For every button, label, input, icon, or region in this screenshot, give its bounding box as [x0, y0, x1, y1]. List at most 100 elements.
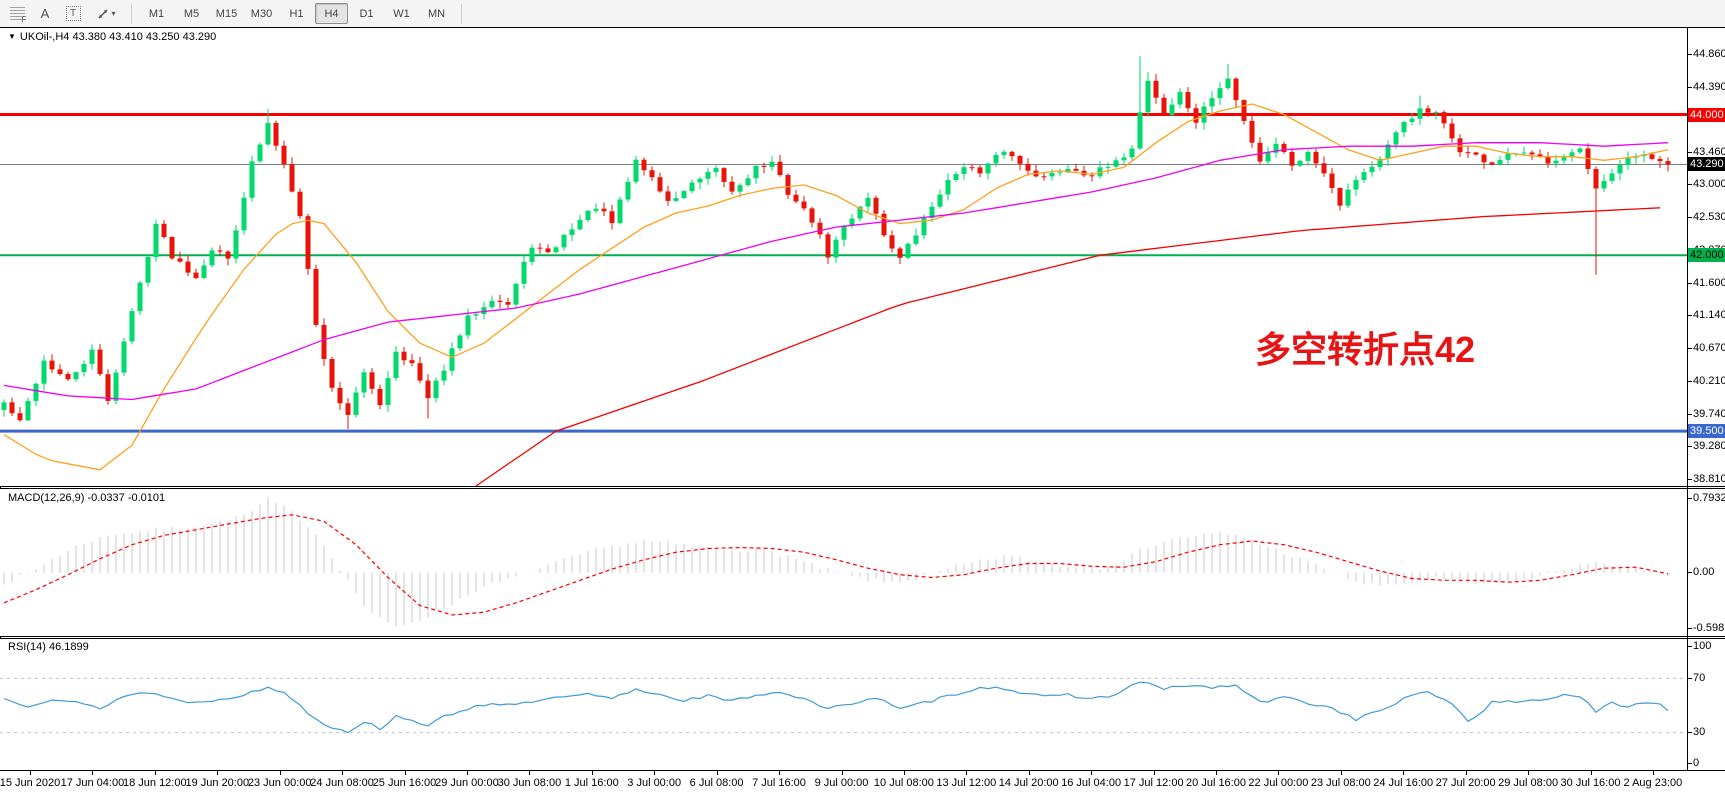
chart-annotation-text[interactable]: 多空转折点42: [1255, 329, 1476, 370]
price-axis-border: [1687, 27, 1688, 770]
timeframe-button-w1[interactable]: W1: [393, 7, 410, 20]
price-tick-label: 44.390: [1693, 80, 1725, 93]
time-tick-label: 22 Jul 00:00: [1248, 777, 1309, 789]
axis-tick: [1687, 572, 1692, 574]
time-tick-label: 29 Jun 00:00: [435, 777, 499, 789]
time-tick-label: 16 Jul 04:00: [1061, 777, 1122, 789]
rsi-tick-label: 100: [1693, 639, 1712, 652]
time-tick-label: 27 Jul 20:00: [1435, 777, 1496, 789]
rsi-tick-label: 0: [1693, 756, 1700, 769]
symbol-dropdown-icon[interactable]: ▼: [8, 32, 16, 41]
axis-tick: [1687, 498, 1692, 500]
time-tick: [466, 771, 468, 775]
time-tick: [1652, 771, 1654, 775]
price-tick-label: 41.140: [1693, 309, 1725, 322]
drawing-toolbar: F A T ▾ M1 M5 M15 M30 H1 H4 D1 W1 MN: [0, 0, 1725, 27]
time-tick: [92, 771, 94, 775]
timeframe-button-h4[interactable]: H4: [315, 3, 348, 24]
axis-tick: [1687, 217, 1692, 219]
time-tick: [30, 771, 31, 775]
time-tick: [154, 771, 156, 775]
time-tick-label: 18 Jun 12:00: [122, 777, 187, 789]
price-tick-label: 39.280: [1693, 440, 1725, 453]
axis-tick: [1687, 628, 1692, 630]
macd-tick-label: 0.7932: [1693, 492, 1725, 505]
toolbar-separator: [131, 3, 132, 24]
time-tick-label: 17 Jun 04:00: [60, 777, 125, 789]
axis-tick: [1687, 315, 1692, 317]
axis-tick: [1687, 479, 1692, 481]
price-tick-label: 38.810: [1693, 473, 1725, 486]
time-tick-label: 9 Jul 00:00: [814, 777, 869, 789]
pane-border[interactable]: [0, 486, 1725, 487]
time-tick-label: 14 Jul 20:00: [998, 777, 1059, 789]
text-label-icon: T: [65, 6, 81, 21]
letter-a-icon: A: [40, 6, 50, 21]
main-chart-pane[interactable]: [0, 28, 1687, 486]
grid-icon: F: [9, 7, 27, 24]
axis-tick: [1687, 380, 1692, 382]
time-tick-label: 7 Jul 16:00: [752, 777, 806, 789]
macd-label: MACD(12,26,9) -0.0337 -0.0101: [8, 492, 166, 504]
time-tick: [779, 771, 780, 775]
axis-tick: [1687, 282, 1692, 284]
axis-tick: [1687, 645, 1692, 647]
rsi-label: RSI(14) 46.1899: [8, 641, 89, 653]
timeframe-group: M1 M5 M15 M30 H1 H4 D1 W1 MN: [139, 3, 454, 24]
time-tick: [716, 771, 718, 775]
time-tick: [841, 771, 843, 775]
time-tick: [1590, 771, 1592, 775]
timeframe-button-h1[interactable]: H1: [289, 7, 304, 20]
price-tick-label: 40.670: [1693, 342, 1725, 355]
time-tick: [279, 771, 281, 775]
time-tick: [1216, 771, 1217, 775]
macd-pane[interactable]: [0, 489, 1687, 636]
macd-tick-label: 0.00: [1693, 566, 1715, 579]
rsi-tick-label: 70: [1693, 671, 1706, 684]
axis-tick: [1687, 348, 1692, 350]
axis-tick: [1687, 53, 1692, 55]
price-badge-42.000: 42.000: [1688, 248, 1725, 263]
price-tick-label: 44.860: [1693, 47, 1725, 60]
price-tick-label: 43.460: [1693, 146, 1725, 159]
price-tick-label: 39.740: [1693, 407, 1725, 420]
time-tick-label: 25 Jun 16:00: [372, 777, 437, 789]
timeframe-button-mn[interactable]: MN: [427, 7, 446, 20]
rsi-pane[interactable]: [0, 639, 1687, 770]
rsi-tick-label: 30: [1693, 726, 1706, 739]
time-tick-label: 1 Jul 16:00: [564, 777, 619, 789]
text-label-tool-button[interactable]: T: [60, 2, 86, 25]
pane-border[interactable]: [0, 636, 1725, 637]
axis-tick: [1687, 184, 1692, 186]
time-tick: [404, 771, 406, 775]
time-tick: [1091, 771, 1093, 775]
time-axis[interactable]: 15 Jun 2020 17 Jun 04:00 18 Jun 12:00 19 Ju…: [0, 771, 1725, 795]
pointer-grid-tool-button[interactable]: F: [4, 2, 30, 25]
chevron-down-icon: ▾: [111, 9, 116, 18]
time-tick-label: 15 Jun 2020: [0, 777, 61, 789]
time-tick-label: 23 Jul 08:00: [1310, 777, 1371, 789]
price-tick-label: 40.210: [1693, 374, 1725, 387]
time-tick-label: 23 Jun 00:00: [247, 777, 312, 789]
price-badge-39.500: 39.500: [1688, 424, 1725, 439]
time-tick-label: 10 Jul 08:00: [873, 777, 934, 789]
time-tick-label: 29 Jul 08:00: [1498, 777, 1559, 789]
price-tick-label: 42.530: [1693, 211, 1725, 224]
text-tool-button[interactable]: A: [32, 2, 58, 25]
timeframe-button-m1[interactable]: M1: [148, 7, 165, 20]
candlestick-chart: [0, 56, 1687, 486]
axis-tick: [1687, 413, 1692, 415]
timeframe-button-m5[interactable]: M5: [183, 7, 200, 20]
arrow-objects-tool-button[interactable]: ▾: [88, 2, 124, 25]
diagonal-arrows-icon: [98, 9, 108, 18]
axis-tick: [1687, 152, 1692, 154]
timeframe-button-m15[interactable]: M15: [215, 7, 238, 20]
toolbar-separator: [461, 3, 462, 24]
time-tick: [966, 771, 968, 775]
price-tick-label: 41.600: [1693, 276, 1725, 289]
time-tick: [342, 771, 344, 775]
timeframe-button-m30[interactable]: M30: [250, 7, 273, 20]
timeframe-button-d1[interactable]: D1: [359, 7, 374, 20]
price-badge-43.290: 43.290: [1688, 157, 1725, 172]
